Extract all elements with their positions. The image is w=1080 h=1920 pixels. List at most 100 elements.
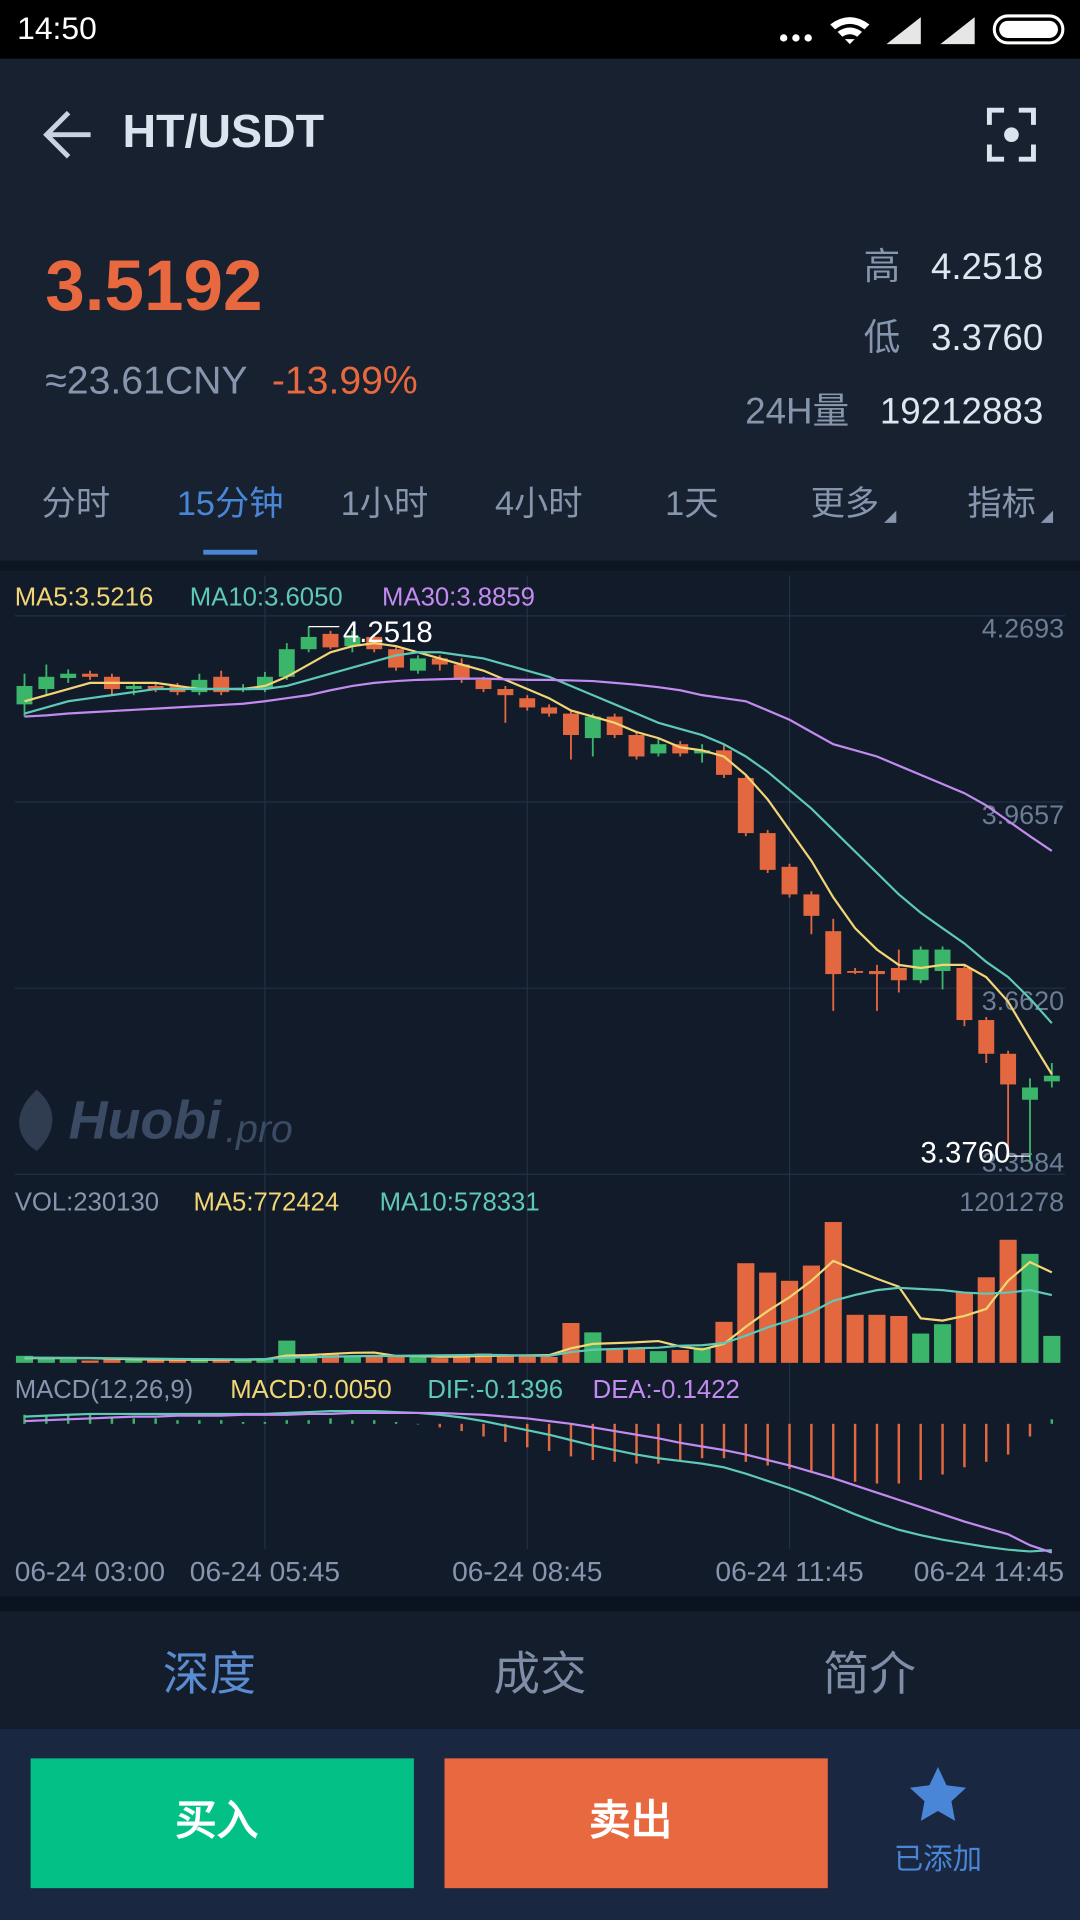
y-tick-label: 4.2693 bbox=[982, 614, 1064, 644]
stat-value: 3.3760 bbox=[931, 317, 1043, 358]
volume-bar bbox=[343, 1355, 361, 1363]
period-tab: 4小时 bbox=[495, 485, 583, 523]
status-bar bbox=[0, 0, 1080, 59]
candle-body bbox=[278, 649, 295, 677]
candle-body bbox=[1000, 1053, 1017, 1085]
volume-bar bbox=[846, 1314, 864, 1363]
candle-body bbox=[475, 679, 492, 690]
volume-bar bbox=[37, 1358, 55, 1363]
sell-label: 卖出 bbox=[589, 1796, 672, 1843]
candle-body bbox=[125, 685, 142, 690]
candle-body bbox=[672, 744, 689, 754]
volume-bar bbox=[300, 1354, 318, 1363]
legend-entry: DIF:-0.1396 bbox=[427, 1376, 563, 1404]
divider bbox=[0, 1596, 1080, 1612]
buy-button[interactable] bbox=[30, 1758, 414, 1889]
candle-body bbox=[869, 971, 885, 975]
volume-bar bbox=[759, 1272, 777, 1363]
volume-bar bbox=[562, 1323, 580, 1363]
x-tick-label: 06-24 14:45 bbox=[914, 1556, 1064, 1587]
volume-bar bbox=[584, 1332, 602, 1363]
candle-body bbox=[934, 949, 951, 972]
candle-body bbox=[519, 698, 536, 708]
candle-body bbox=[38, 676, 55, 690]
candle-body bbox=[562, 713, 579, 736]
period-tab: 1天 bbox=[665, 485, 718, 523]
line-candlestick bbox=[24, 651, 1053, 1024]
volume-bar bbox=[933, 1324, 952, 1363]
line-macd bbox=[24, 1411, 1053, 1554]
stat-label: 24H量 bbox=[745, 391, 849, 432]
volume-bar bbox=[278, 1340, 296, 1363]
candle-body bbox=[650, 744, 667, 754]
volume-bar bbox=[955, 1292, 973, 1363]
x-tick-label: 06-24 03:00 bbox=[15, 1556, 165, 1587]
bottom-tabs-bg bbox=[0, 1611, 1080, 1729]
x-tick-label: 06-24 11:45 bbox=[715, 1556, 863, 1587]
low-marker: 3.3760 bbox=[921, 1137, 1011, 1170]
volume-bar bbox=[1021, 1253, 1039, 1363]
legend-entry: VOL:230130 bbox=[15, 1188, 159, 1216]
volume-bar bbox=[321, 1354, 340, 1363]
y-tick-label: 1201278 bbox=[959, 1187, 1064, 1217]
volume-bar bbox=[496, 1354, 514, 1363]
bottom-tabs: 深度 成交 简介 bbox=[163, 1648, 916, 1700]
candle-body bbox=[388, 649, 405, 668]
volume-bar bbox=[627, 1348, 646, 1363]
candle-body bbox=[344, 636, 361, 647]
candle-body bbox=[191, 679, 208, 693]
volume-bar bbox=[409, 1355, 427, 1363]
candle-body bbox=[497, 689, 514, 696]
candle-body bbox=[694, 750, 711, 754]
period-tab: 15分钟 bbox=[177, 485, 284, 523]
cny-price: ≈23.61CNY bbox=[45, 360, 247, 403]
divider bbox=[0, 560, 1080, 571]
volume-bar bbox=[518, 1355, 536, 1363]
bottom-tab: 简介 bbox=[823, 1648, 916, 1700]
candle-body bbox=[541, 707, 558, 714]
candle-body bbox=[847, 971, 864, 973]
volume-bar bbox=[103, 1359, 121, 1363]
chart-bg bbox=[0, 570, 1080, 1597]
volume-bar bbox=[256, 1358, 274, 1363]
buy-label: 买入 bbox=[175, 1796, 259, 1843]
stat-label: 高 bbox=[864, 246, 901, 287]
volume-bar bbox=[693, 1347, 711, 1363]
stat-value: 4.2518 bbox=[931, 246, 1043, 287]
legend-entry: DEA:-0.1422 bbox=[593, 1376, 740, 1404]
volume-bar bbox=[802, 1265, 820, 1363]
candle-body bbox=[890, 967, 907, 981]
volume-bar bbox=[125, 1359, 143, 1363]
volume-bar bbox=[671, 1349, 689, 1363]
candle-body bbox=[628, 735, 645, 757]
period-tab: 更多 bbox=[811, 485, 880, 523]
favorite-star[interactable] bbox=[909, 1766, 967, 1821]
candle-body bbox=[803, 894, 820, 916]
legend-entry: MA5:3.5216 bbox=[15, 584, 154, 612]
tab-indicator bbox=[203, 549, 258, 555]
volume-bar bbox=[15, 1355, 34, 1363]
y-tick-label: 3.3584 bbox=[982, 1148, 1064, 1178]
watermark bbox=[19, 1089, 53, 1152]
legend-entry: MACD:0.0050 bbox=[230, 1376, 391, 1404]
legend-entry: MA10:578331 bbox=[380, 1188, 540, 1216]
bottom-tab: 深度 bbox=[163, 1648, 256, 1700]
y-tick-label: 3.9657 bbox=[982, 800, 1064, 830]
sell-button[interactable] bbox=[444, 1758, 828, 1889]
candle-body bbox=[978, 1020, 995, 1054]
stat-label: 低 bbox=[864, 317, 901, 358]
back-button[interactable] bbox=[43, 110, 91, 159]
volume-bar bbox=[606, 1349, 624, 1363]
fullscreen-button[interactable] bbox=[986, 107, 1036, 162]
volume-bar bbox=[453, 1354, 471, 1363]
volume-bar bbox=[147, 1359, 165, 1363]
line-volume bbox=[24, 1286, 1053, 1361]
volume-bar bbox=[1043, 1335, 1061, 1363]
change-percent: -13.99% bbox=[272, 360, 418, 403]
favorite-label: 已添加 bbox=[894, 1843, 982, 1876]
candle-body bbox=[912, 949, 929, 981]
volume-bar bbox=[868, 1314, 886, 1363]
high-marker: 4.2518 bbox=[343, 616, 433, 649]
